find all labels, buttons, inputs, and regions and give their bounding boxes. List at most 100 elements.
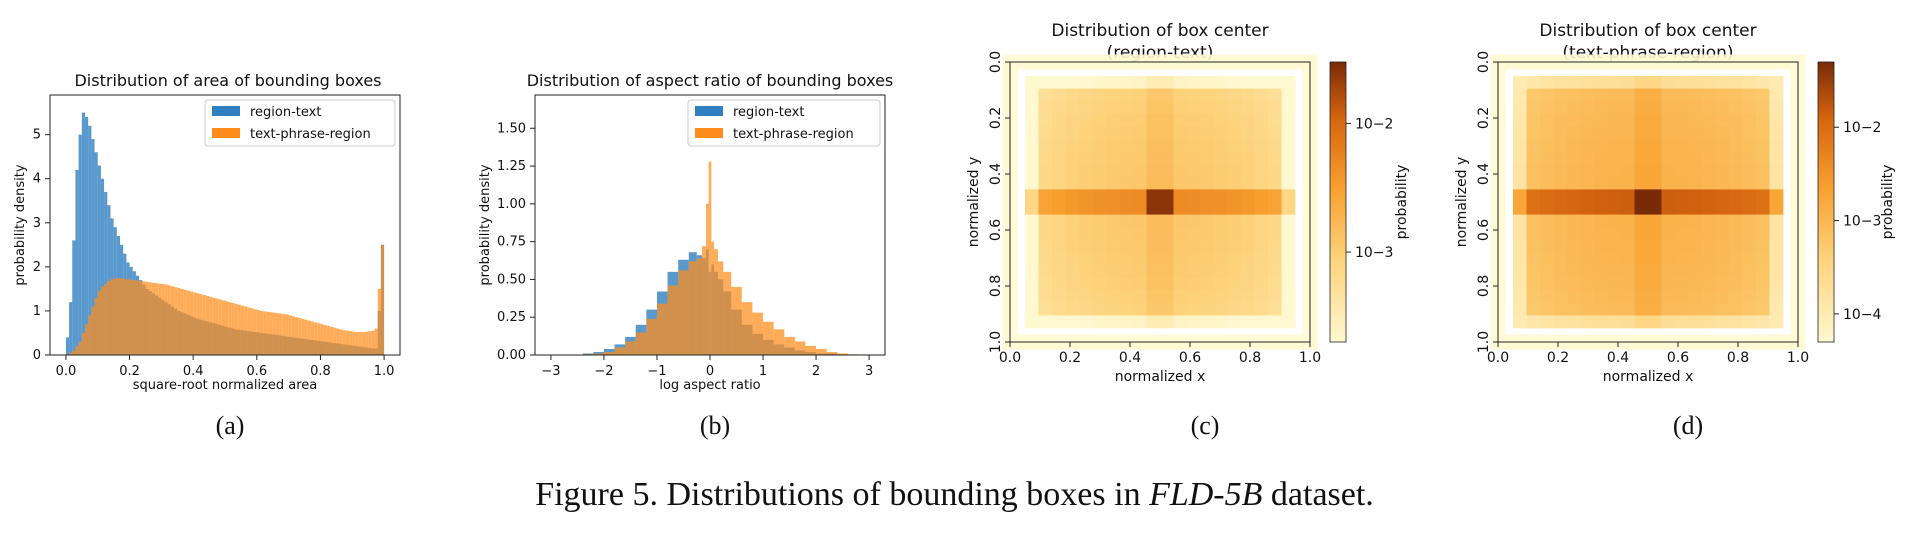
- heatmap-cell: [1038, 176, 1053, 190]
- heatmap-cell: [1675, 139, 1689, 152]
- heatmap-cell: [1702, 189, 1716, 203]
- heatmap-cell: [1715, 265, 1730, 278]
- heatmap-cell: [1146, 151, 1161, 165]
- bar-text-phrase-region: [183, 289, 187, 355]
- heatmap-cell: [1513, 126, 1527, 140]
- heatmap-cell: [1119, 290, 1134, 304]
- bar-text-phrase-region: [218, 299, 222, 355]
- heatmap-cell: [1173, 126, 1188, 140]
- heatmap-cell: [1200, 113, 1215, 127]
- heatmap-cell: [1241, 290, 1255, 304]
- heatmap-cell: [1214, 315, 1228, 329]
- heatmap-cell: [1594, 227, 1608, 241]
- heatmap-cell: [1268, 139, 1282, 152]
- heatmap-cell: [1567, 214, 1581, 228]
- heatmap-cell: [1254, 315, 1269, 329]
- heatmap-cell: [1756, 252, 1770, 266]
- heatmap-cell: [1052, 113, 1066, 127]
- y-tick-label: 1.25: [497, 159, 526, 174]
- y-tick-label: 0.0: [988, 51, 1004, 73]
- heatmap-cell: [1715, 214, 1730, 228]
- heatmap-cell: [1092, 101, 1107, 115]
- bar-text-phrase-region: [773, 329, 785, 355]
- heatmap-cell: [1281, 302, 1296, 316]
- heatmap-cell: [1227, 239, 1242, 253]
- bar-text-phrase-region: [816, 348, 827, 355]
- heatmap-cell: [1634, 76, 1649, 89]
- heatmap-cell: [1769, 265, 1784, 278]
- heatmap-cell: [1594, 176, 1608, 190]
- heatmap-cell: [1173, 113, 1188, 127]
- heatmap-cell: [1079, 176, 1093, 190]
- heatmap-cell: [1038, 252, 1053, 266]
- heatmap-cell: [1567, 227, 1581, 241]
- heatmap-cell: [1688, 126, 1703, 140]
- bar-text-phrase-region: [167, 285, 171, 355]
- heatmap-cell: [1173, 101, 1188, 115]
- heatmap-cell: [1038, 189, 1053, 203]
- heatmap-cell: [1742, 227, 1757, 241]
- heatmap-cell: [1513, 164, 1527, 178]
- heatmap-cell: [1146, 202, 1161, 215]
- heatmap-cell: [1200, 265, 1215, 278]
- y-axis-label: probability density: [13, 164, 28, 285]
- bar-text-phrase-region: [139, 280, 143, 355]
- heatmap-cell: [1052, 277, 1066, 291]
- legend-swatch-text-phrase-region: [212, 128, 240, 138]
- x-tick-label: 1.0: [1299, 350, 1321, 366]
- bar-text-phrase-region: [279, 313, 283, 355]
- heatmap-cell: [1661, 277, 1676, 291]
- heatmap-cell: [1675, 214, 1689, 228]
- bar-text-phrase-region: [377, 288, 381, 355]
- heatmap-cell: [1702, 176, 1716, 190]
- y-tick-label: 0.6: [988, 219, 1004, 241]
- heatmap-cell: [1688, 265, 1703, 278]
- heatmap-cell: [1241, 315, 1255, 329]
- heatmap-cell: [1106, 315, 1120, 329]
- heatmap-cell: [1254, 214, 1269, 228]
- heatmap-cell: [1756, 227, 1770, 241]
- heatmap-cell: [1621, 214, 1635, 228]
- heatmap-cell: [1241, 151, 1255, 165]
- x-tick-label: −2: [594, 364, 613, 379]
- heatmap-cell: [1580, 189, 1595, 203]
- heatmap-cell: [1038, 277, 1053, 291]
- heatmap-cell: [1268, 76, 1282, 89]
- bar-text-phrase-region: [88, 315, 92, 355]
- x-tick-label: 0.0: [56, 364, 77, 379]
- heatmap-cell: [1092, 227, 1107, 241]
- x-tick-label: 0.6: [246, 364, 267, 379]
- bar-text-phrase-region: [285, 314, 289, 355]
- heatmap-cell: [1025, 164, 1039, 178]
- heatmap-cell: [1214, 76, 1228, 89]
- heatmap-cell: [1553, 202, 1568, 215]
- heatmap-cell: [1526, 189, 1541, 203]
- heatmap-cell: [1621, 227, 1635, 241]
- heatmap-cell: [1729, 189, 1743, 203]
- heatmap-cell: [1200, 126, 1215, 140]
- heatmap-cell: [1675, 290, 1689, 304]
- heatmap-cell: [1052, 265, 1066, 278]
- heatmap-cell: [1133, 202, 1147, 215]
- bar-text-phrase-region: [158, 283, 162, 355]
- heatmap-cell: [1079, 227, 1093, 241]
- heatmap-cell: [1756, 151, 1770, 165]
- heatmap-cell: [1187, 227, 1201, 241]
- panel-d: Distribution of box center (text-phrase-…: [1454, 21, 1896, 440]
- heatmap-cell: [1281, 139, 1296, 152]
- bar-text-phrase-region: [221, 300, 225, 355]
- colorbar-tick-label: 10−3: [1355, 245, 1393, 261]
- heatmap-cell: [1214, 88, 1228, 102]
- heatmap-cell: [1025, 139, 1039, 152]
- y-tick-label: 1: [33, 304, 41, 319]
- heatmap-cell: [1106, 76, 1120, 89]
- legend-swatch-region-text: [695, 106, 723, 116]
- heatmap-cell: [1092, 290, 1107, 304]
- heatmap-cell: [1742, 126, 1757, 140]
- heatmap-cell: [1052, 302, 1066, 316]
- bar-text-phrase-region: [120, 278, 124, 355]
- heatmap-cell: [1594, 164, 1608, 178]
- heatmap-cell: [1187, 101, 1201, 115]
- heatmap-cell: [1065, 239, 1080, 253]
- bar-region-text: [91, 139, 95, 355]
